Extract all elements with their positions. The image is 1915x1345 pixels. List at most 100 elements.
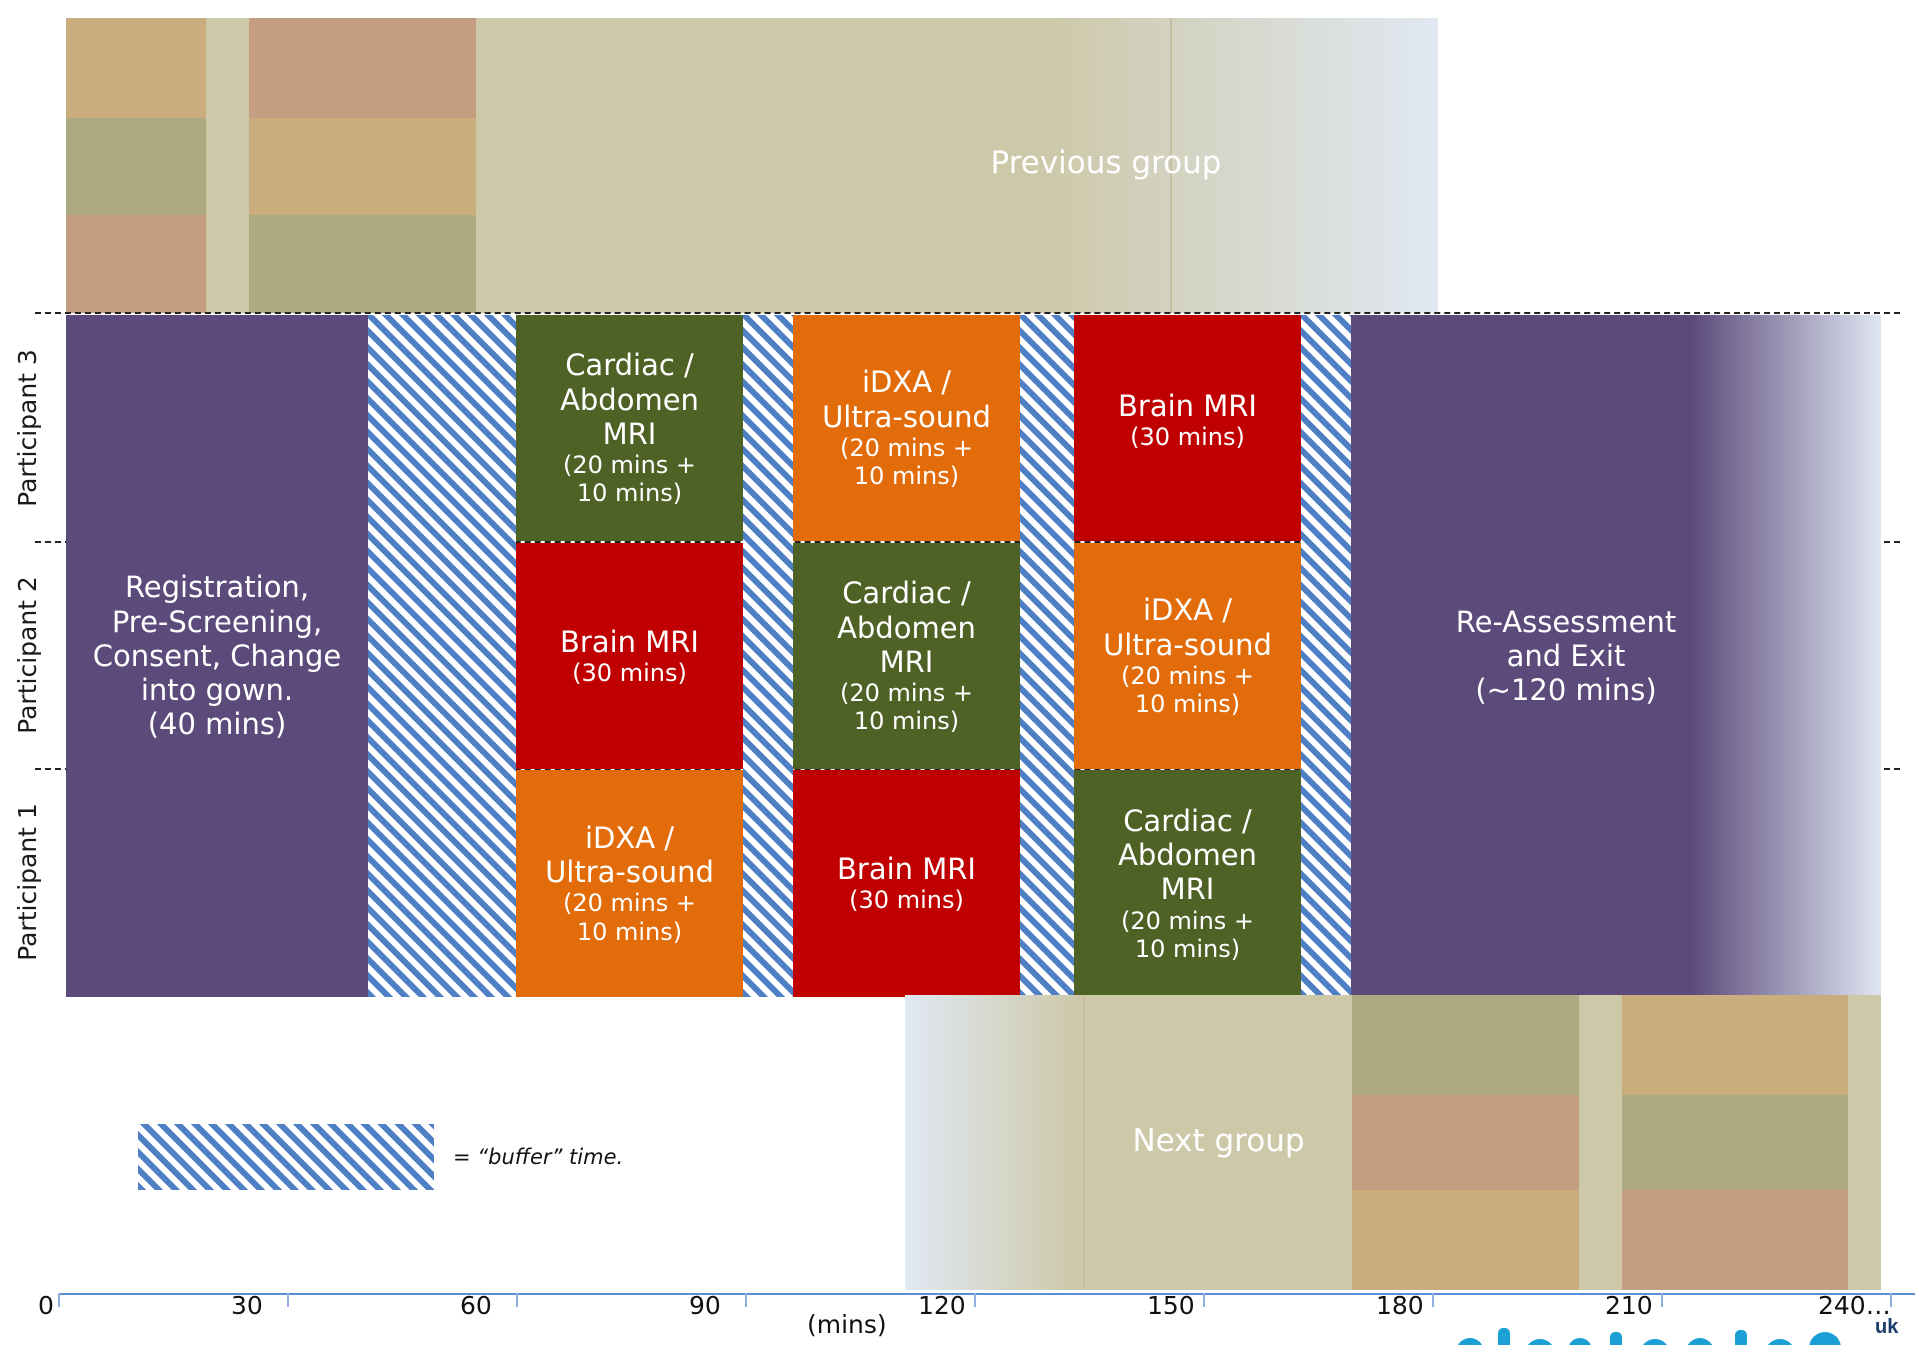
block-duration: (20 mins + xyxy=(562,889,697,918)
previous-group-block xyxy=(66,18,206,118)
row-label-participant-1: Participant 1 xyxy=(13,803,42,961)
p1-brain-mri: Brain MRI (30 mins) xyxy=(793,770,1020,997)
axis-tick-label: 240… xyxy=(1818,1291,1891,1320)
p1-cardiac-mri: Cardiac / Abdomen MRI (20 mins + 10 mins… xyxy=(1074,770,1301,997)
logo-suffix: uk xyxy=(1875,1318,1899,1338)
p2-cardiac-mri: Cardiac / Abdomen MRI (20 mins + 10 mins… xyxy=(793,543,1020,769)
legend-buffer-label: = “buffer” time. xyxy=(453,1145,624,1169)
axis-tick xyxy=(1661,1293,1663,1307)
block-duration: (20 mins + xyxy=(562,451,697,480)
registration-line: Registration, xyxy=(124,570,310,605)
row-label-participant-3: Participant 3 xyxy=(13,349,42,507)
buffer-column xyxy=(1301,315,1351,997)
p3-idxa-ultrasound: iDXA / Ultra-sound (20 mins + 10 mins) xyxy=(793,315,1020,541)
registration-line: into gown. xyxy=(140,673,294,708)
next-group-block xyxy=(1622,1190,1848,1290)
block-title: Cardiac / xyxy=(842,576,971,611)
registration-line: Consent, Change xyxy=(92,638,342,673)
block-duration: (20 mins + xyxy=(1120,906,1255,935)
previous-group-divider xyxy=(1170,18,1172,313)
block-duration: 10 mins) xyxy=(576,917,683,946)
registration-line: (40 mins) xyxy=(147,707,287,742)
previous-group-block xyxy=(249,18,476,118)
buffer-column xyxy=(1020,315,1074,997)
row-label-participant-2: Participant 2 xyxy=(13,576,42,734)
block-title: Abdomen xyxy=(1118,838,1257,873)
p1-idxa-ultrasound: iDXA / Ultra-sound (20 mins + 10 mins) xyxy=(516,770,743,997)
registration-block: Registration, Pre-Screening, Consent, Ch… xyxy=(66,315,368,997)
block-title: Abdomen xyxy=(560,382,699,417)
p3-cardiac-mri: Cardiac / Abdomen MRI (20 mins + 10 mins… xyxy=(516,315,743,541)
block-duration: 10 mins) xyxy=(1134,934,1241,963)
previous-group: Previous group xyxy=(66,18,1438,313)
axis-tick-label: 90 xyxy=(689,1291,721,1320)
axis-tick xyxy=(516,1293,518,1307)
block-title: MRI xyxy=(1160,872,1215,907)
axis-tick xyxy=(745,1293,747,1307)
block-duration: 10 mins) xyxy=(853,462,960,491)
block-duration: 10 mins) xyxy=(1134,690,1241,719)
block-title: Cardiac / xyxy=(1123,803,1252,838)
next-group-block xyxy=(1352,1190,1579,1290)
previous-group-label: Previous group xyxy=(990,145,1222,181)
block-duration: (30 mins) xyxy=(572,658,687,687)
exit-line: and Exit xyxy=(1506,638,1626,673)
block-title: MRI xyxy=(602,416,657,451)
buffer-column xyxy=(368,315,516,997)
block-duration: (20 mins + xyxy=(1120,661,1255,690)
axis-tick-label: 210 xyxy=(1605,1291,1653,1320)
exit-block: Re-Assessment and Exit (~120 mins) xyxy=(1351,315,1881,997)
legend-buffer-swatch xyxy=(138,1124,434,1190)
axis-tick-label: 150 xyxy=(1147,1291,1195,1320)
registration-line: Pre-Screening, xyxy=(111,604,323,639)
row-separator xyxy=(35,541,1900,543)
next-group-block xyxy=(1352,1095,1579,1190)
block-duration: (20 mins + xyxy=(839,679,974,708)
row-separator xyxy=(35,768,1900,770)
block-duration: 10 mins) xyxy=(576,479,683,508)
next-group-block xyxy=(1622,1095,1848,1190)
axis-unit-label: (mins) xyxy=(807,1310,887,1339)
previous-group-block xyxy=(249,118,476,215)
block-title: MRI xyxy=(879,644,934,679)
p2-brain-mri: Brain MRI (30 mins) xyxy=(516,543,743,769)
next-group-label: Next group xyxy=(1132,1123,1305,1159)
axis-tick xyxy=(58,1293,60,1307)
axis-tick-label: 30 xyxy=(231,1291,263,1320)
block-title: Cardiac / xyxy=(565,348,694,383)
next-group: Next group xyxy=(905,995,1881,1290)
axis-tick xyxy=(974,1293,976,1307)
block-duration: (20 mins + xyxy=(839,433,974,462)
previous-group-block xyxy=(66,215,206,313)
block-title: iDXA / xyxy=(584,820,675,855)
axis-tick xyxy=(1203,1293,1205,1307)
previous-group-block xyxy=(66,118,206,215)
block-title: Brain MRI xyxy=(837,852,976,887)
next-group-divider xyxy=(1083,995,1085,1290)
next-group-block xyxy=(1352,995,1579,1095)
logo-mark xyxy=(1457,1328,1841,1345)
p2-idxa-ultrasound: iDXA / Ultra-sound (20 mins + 10 mins) xyxy=(1074,543,1301,769)
exit-line: (~120 mins) xyxy=(1475,673,1657,708)
block-duration: 10 mins) xyxy=(853,707,960,736)
previous-group-block xyxy=(249,215,476,313)
block-title: Abdomen xyxy=(837,610,976,645)
block-title: Ultra-sound xyxy=(822,399,991,434)
block-title: iDXA / xyxy=(861,365,952,400)
next-group-block xyxy=(1622,995,1848,1095)
axis-tick-label: 0 xyxy=(38,1291,54,1320)
row-separator xyxy=(35,312,1900,314)
axis-tick-label: 180 xyxy=(1376,1291,1424,1320)
p3-brain-mri: Brain MRI (30 mins) xyxy=(1074,315,1301,541)
axis-tick-label: 120 xyxy=(918,1291,966,1320)
axis-tick xyxy=(287,1293,289,1307)
block-duration: (30 mins) xyxy=(849,886,964,915)
axis-tick xyxy=(1432,1293,1434,1307)
block-title: Ultra-sound xyxy=(1103,627,1272,662)
exit-line: Re-Assessment xyxy=(1455,604,1677,639)
block-title: iDXA / xyxy=(1142,593,1233,628)
axis-tick xyxy=(1890,1293,1892,1307)
block-title: Ultra-sound xyxy=(545,855,714,890)
block-title: Brain MRI xyxy=(560,624,699,659)
block-duration: (30 mins) xyxy=(1130,423,1245,452)
